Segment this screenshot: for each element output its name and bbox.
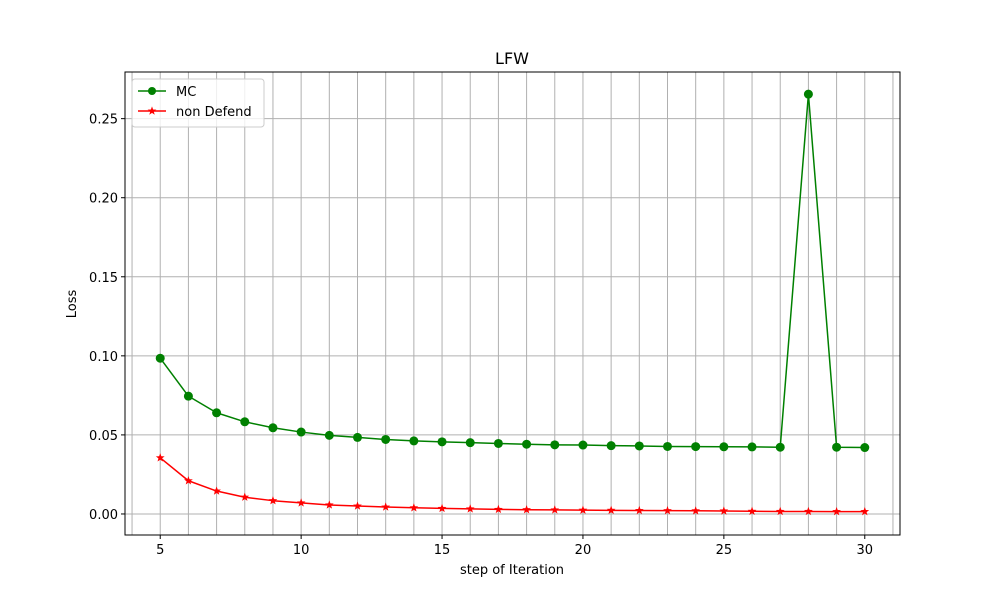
y-tick-label: 0.05 — [89, 429, 118, 444]
data-point-mc — [493, 438, 503, 448]
data-point-non-defend — [550, 505, 560, 514]
legend-marker-non-defend — [147, 106, 157, 115]
data-point-mc — [353, 432, 362, 442]
data-point-mc — [296, 427, 306, 437]
data-point-non-defend — [747, 506, 757, 515]
series-line-non-defend — [159, 457, 865, 513]
data-point-mc — [578, 440, 588, 450]
data-point-non-defend — [494, 504, 503, 514]
plot-frame — [124, 71, 901, 536]
legend: MC non Defend — [131, 78, 265, 128]
x-tick-label: 10 — [293, 543, 310, 558]
data-point-non-defend — [719, 506, 729, 515]
data-point-mc — [606, 441, 616, 451]
data-point-mc — [437, 437, 447, 447]
data-point-non-defend — [409, 503, 419, 512]
y-tick-label: 0.15 — [89, 271, 118, 286]
legend-label-mc: MC — [176, 85, 196, 100]
data-point-mc — [663, 441, 672, 451]
data-point-mc — [324, 430, 334, 440]
data-point-mc — [183, 391, 193, 401]
data-point-mc — [381, 434, 391, 444]
data-point-non-defend — [606, 505, 616, 515]
x-tick-label: 15 — [434, 543, 451, 558]
legend-marker-mc — [148, 87, 156, 95]
data-point-non-defend — [465, 504, 475, 513]
data-point-mc — [832, 442, 842, 452]
data-point-mc — [409, 436, 419, 446]
data-point-non-defend — [775, 506, 785, 516]
data-point-non-defend — [804, 506, 813, 516]
x-tick-label: 30 — [856, 543, 873, 558]
x-tick-label: 5 — [156, 543, 164, 558]
data-point-non-defend — [578, 505, 588, 514]
data-point-non-defend — [437, 503, 447, 513]
data-point-non-defend — [860, 507, 870, 516]
data-point-non-defend — [212, 486, 221, 495]
y-tick-label: 0.20 — [89, 192, 118, 207]
x-tick-label: 25 — [716, 543, 733, 558]
data-point-mc — [268, 423, 278, 433]
data-point-mc — [691, 442, 701, 452]
y-tick-label: 0.10 — [89, 350, 118, 365]
grid — [125, 72, 900, 535]
data-point-non-defend — [155, 453, 165, 462]
data-point-non-defend — [324, 500, 334, 509]
data-point-mc — [634, 441, 644, 451]
data-point-mc — [155, 353, 165, 363]
data-point-mc — [719, 442, 729, 452]
data-point-mc — [550, 440, 560, 450]
data-point-mc — [212, 408, 222, 418]
data-point-non-defend — [832, 507, 841, 516]
data-point-non-defend — [184, 476, 193, 485]
data-point-non-defend — [691, 506, 701, 515]
x-tick-label: 20 — [575, 543, 592, 558]
y-tick-label: 0.00 — [89, 508, 118, 523]
y-axis-label: Loss — [65, 290, 80, 319]
legend-label-non-defend: non Defend — [176, 105, 252, 120]
data-point-non-defend — [268, 496, 278, 505]
data-point-mc — [465, 438, 475, 448]
data-point-non-defend — [634, 505, 644, 515]
data-point-non-defend — [522, 505, 531, 514]
ticks: 5 10 15 20 25 30 0.00 0.05 0.10 0.15 0.20 0.25 — [89, 113, 873, 558]
data-point-non-defend — [381, 502, 391, 511]
data-point-non-defend — [353, 501, 362, 510]
data-point-mc — [860, 443, 870, 453]
data-point-non-defend — [240, 492, 250, 501]
data-point-mc — [240, 417, 250, 427]
series-layer — [155, 89, 870, 516]
chart-title: LFW — [495, 49, 529, 68]
y-tick-label: 0.25 — [89, 113, 118, 128]
series-line-mc — [159, 93, 865, 449]
data-point-non-defend — [663, 506, 672, 515]
data-point-mc — [522, 439, 532, 449]
data-point-mc — [747, 442, 757, 452]
x-axis-label: step of Iteration — [460, 563, 564, 578]
data-point-mc — [775, 442, 785, 452]
data-point-mc — [803, 89, 813, 99]
data-point-non-defend — [296, 498, 306, 507]
